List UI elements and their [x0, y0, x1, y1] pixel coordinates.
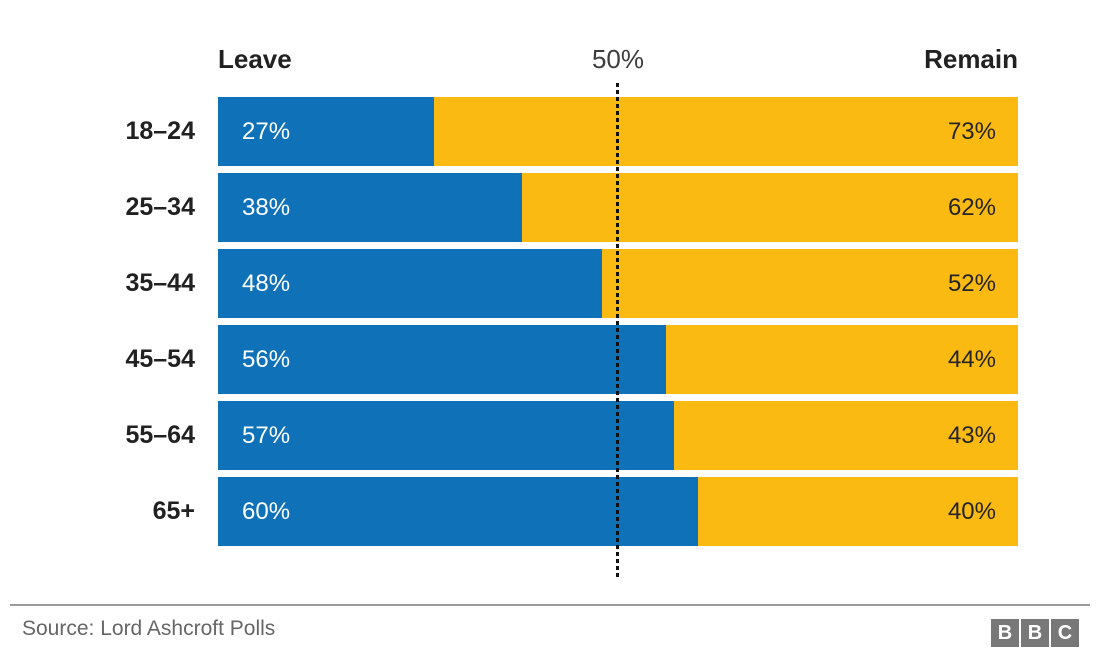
leave-value-label: 48%	[242, 269, 291, 297]
leave-value-label: 56%	[242, 345, 291, 373]
bbc-logo-letter: B	[1021, 619, 1049, 647]
stacked-bar: 48% 52%	[218, 249, 1018, 318]
remain-value-label: 52%	[947, 269, 996, 297]
leave-bar-segment: 48%	[218, 249, 602, 318]
remain-bar-segment: 73%	[434, 97, 1018, 166]
chart-header: Leave 50% Remain	[218, 44, 1018, 78]
remain-value-label: 43%	[947, 421, 996, 449]
age-group-label: 65+	[152, 497, 195, 525]
remain-value-label: 73%	[947, 117, 996, 145]
stacked-bar: 27% 73%	[218, 97, 1018, 166]
age-group-label: 18–24	[125, 117, 195, 145]
remain-value-label: 44%	[947, 345, 996, 373]
bar-row: 65+ 60% 40%	[0, 477, 1100, 546]
bar-row: 45–54 56% 44%	[0, 325, 1100, 394]
leave-bar-segment: 57%	[218, 401, 674, 470]
remain-bar-segment: 62%	[522, 173, 1018, 242]
bar-row: 55–64 57% 43%	[0, 401, 1100, 470]
leave-value-label: 60%	[242, 497, 291, 525]
bar-row: 18–24 27% 73%	[0, 97, 1100, 166]
leave-header-label: Leave	[218, 44, 292, 74]
remain-bar-segment: 52%	[602, 249, 1018, 318]
bar-rows: 18–24 27% 73% 25–34 38% 62%	[0, 97, 1100, 546]
leave-value-label: 27%	[242, 117, 291, 145]
remain-value-label: 40%	[947, 497, 996, 525]
leave-bar-segment: 56%	[218, 325, 666, 394]
reference-line-50pct	[616, 83, 619, 578]
fifty-percent-label: 50%	[591, 44, 645, 74]
remain-header-label: Remain	[924, 44, 1018, 74]
age-group-label: 45–54	[125, 345, 195, 373]
bar-row: 25–34 38% 62%	[0, 173, 1100, 242]
bbc-logo: B B C	[991, 619, 1079, 647]
stacked-bar: 57% 43%	[218, 401, 1018, 470]
remain-value-label: 62%	[947, 193, 996, 221]
stacked-bar: 38% 62%	[218, 173, 1018, 242]
stacked-bar: 60% 40%	[218, 477, 1018, 546]
age-group-label: 55–64	[125, 421, 195, 449]
leave-value-label: 57%	[242, 421, 291, 449]
bbc-logo-letter: B	[991, 619, 1019, 647]
bar-row: 35–44 48% 52%	[0, 249, 1100, 318]
leave-bar-segment: 27%	[218, 97, 434, 166]
bbc-logo-letter: C	[1051, 619, 1079, 647]
leave-bar-segment: 60%	[218, 477, 698, 546]
remain-bar-segment: 43%	[674, 401, 1018, 470]
leave-bar-segment: 38%	[218, 173, 522, 242]
leave-value-label: 38%	[242, 193, 291, 221]
remain-bar-segment: 44%	[666, 325, 1018, 394]
age-group-label: 25–34	[125, 193, 195, 221]
source-text: Source: Lord Ashcroft Polls	[22, 617, 276, 640]
footer-divider	[10, 604, 1090, 606]
remain-bar-segment: 40%	[698, 477, 1018, 546]
age-group-label: 35–44	[125, 269, 195, 297]
stacked-bar: 56% 44%	[218, 325, 1018, 394]
